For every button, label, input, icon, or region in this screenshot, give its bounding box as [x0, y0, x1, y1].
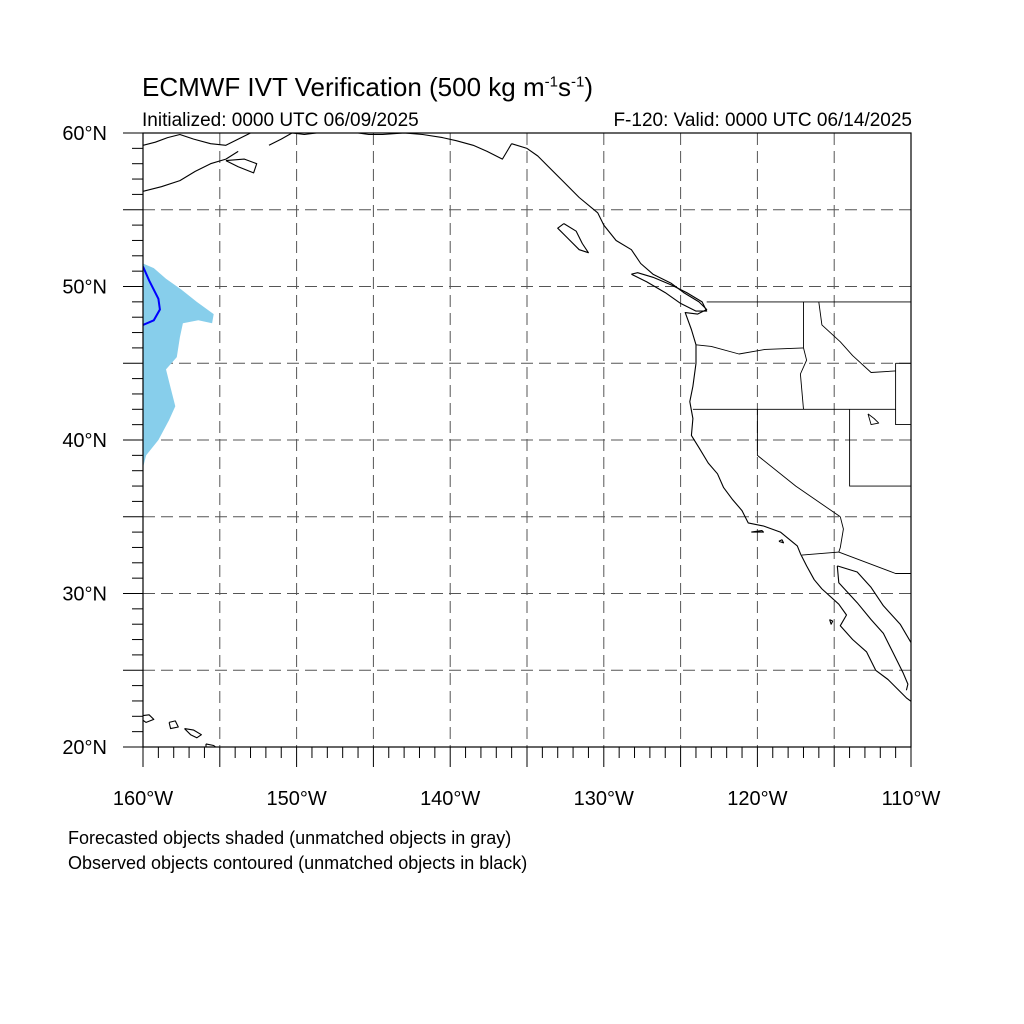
- boundary-segment: [838, 516, 911, 574]
- observed-note: Observed objects contoured (unmatched ob…: [68, 853, 528, 873]
- map-frame: [142, 132, 912, 748]
- forecast-ivt-object: [143, 263, 214, 468]
- valid-time-label: F-120: Valid: 0000 UTC 06/14/2025: [613, 110, 912, 131]
- forecast-note: Forecasted objects shaded (unmatched obj…: [68, 828, 512, 848]
- coastline-segment: [143, 133, 251, 146]
- graticule: [143, 133, 911, 747]
- boundary-segment: [799, 347, 808, 410]
- coastline-segment: [557, 223, 589, 254]
- coastline-segment: [225, 158, 258, 174]
- coastline-segment: [357, 133, 513, 160]
- lon-label: 120°W: [727, 788, 787, 810]
- map-title: ECMWF IVT Verification (500 kg m-1s-1): [142, 72, 593, 102]
- axis-labels: 60°N 50°N 40°N 30°N 20°N 160°W 150°W 140°W 130°W…: [62, 123, 940, 810]
- lat-label: 50°N: [62, 277, 107, 299]
- coastline-segment: [143, 150, 239, 192]
- lon-label: 150°W: [266, 788, 326, 810]
- lon-label: 130°W: [574, 788, 634, 810]
- coastline-segment: [268, 133, 317, 146]
- coastline-segment: [168, 720, 179, 730]
- boundary-segment: [818, 301, 896, 373]
- observed-ivt-contour: [143, 266, 161, 326]
- boundary-segment: [756, 409, 841, 518]
- coastline-segment: [184, 728, 202, 739]
- initialized-label: Initialized: 0000 UTC 06/09/2025: [142, 110, 419, 131]
- axis-ticks: [123, 132, 912, 767]
- lat-label: 30°N: [62, 584, 107, 606]
- lon-label: 140°W: [420, 788, 480, 810]
- boundary-segment: [867, 413, 880, 426]
- coastline-segment: [829, 619, 834, 625]
- coastline-segment: [511, 143, 911, 703]
- legend-notes: Forecasted objects shaded (unmatched obj…: [68, 826, 527, 876]
- coastline-segment: [631, 272, 708, 312]
- coastline-segment: [205, 743, 217, 747]
- coastline-segment: [836, 565, 909, 691]
- lat-label: 20°N: [62, 737, 107, 759]
- coastline-segment: [778, 539, 785, 544]
- boundary-segment: [895, 363, 911, 426]
- coastline-segment: [751, 530, 765, 533]
- lat-label: 60°N: [62, 123, 107, 145]
- lon-label: 160°W: [113, 788, 173, 810]
- boundary-segment: [849, 409, 911, 487]
- lat-label: 40°N: [62, 430, 107, 452]
- lon-label: 110°W: [882, 788, 941, 810]
- boundary-segment: [801, 551, 839, 556]
- coastlines: [143, 133, 911, 747]
- coastline-segment: [837, 565, 911, 644]
- boundary-segment: [695, 344, 804, 355]
